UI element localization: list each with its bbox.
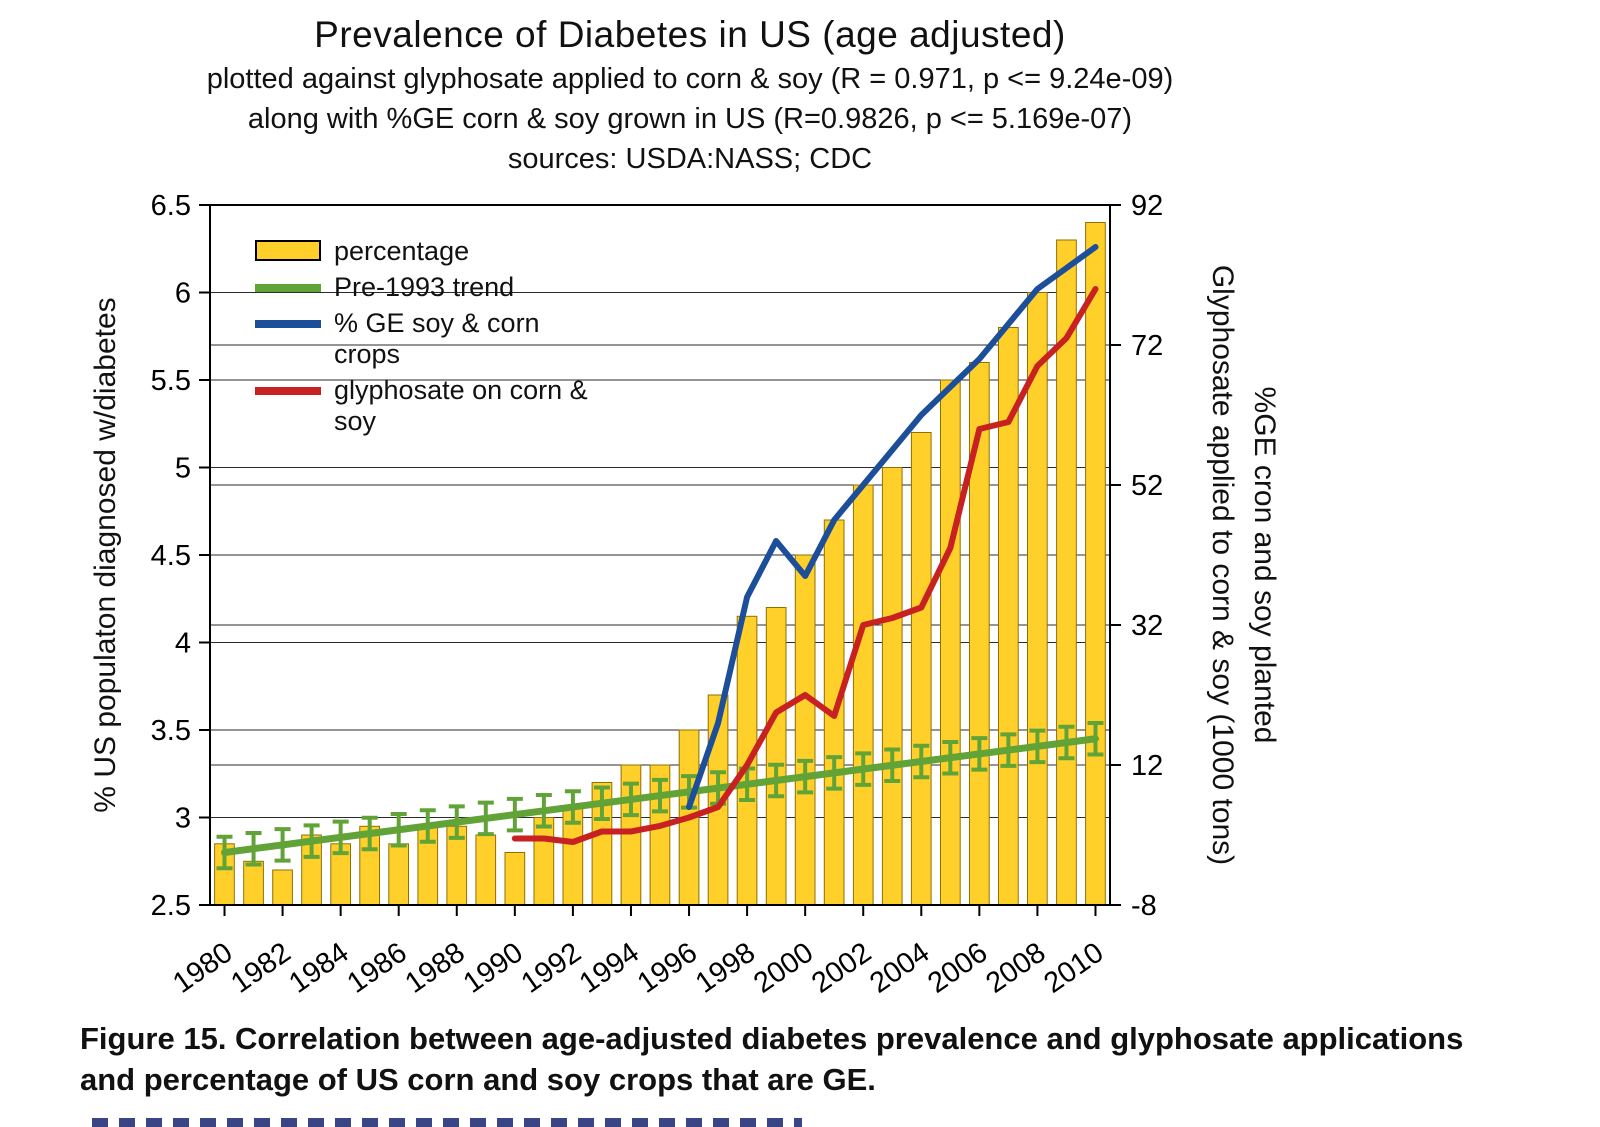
- right-tick-label: -8: [1131, 890, 1157, 922]
- bars-percentage: [214, 222, 1106, 906]
- figure-caption: Figure 15. Correlation between age-adjus…: [80, 1018, 1560, 1100]
- x-tick-label: 1988: [400, 937, 471, 1000]
- left-tick-label: 3: [175, 803, 191, 835]
- chart-titles: Prevalence of Diabetes in US (age adjust…: [40, 14, 1340, 176]
- cropped-bottom-text-remnant: [92, 1118, 802, 1127]
- ge-crops-line: [686, 244, 1099, 810]
- bar-2006: [969, 362, 990, 906]
- bar-1986: [388, 843, 409, 906]
- left-tick-label: 5.5: [151, 365, 191, 397]
- legend-swatch-line: [255, 284, 321, 292]
- x-tick-label: 2010: [1038, 937, 1109, 1000]
- pre-1993-trend: [216, 721, 1104, 871]
- legend-label: glyphosate on corn & soy: [334, 375, 588, 436]
- x-tick-label: 2000: [748, 937, 819, 1000]
- bar-1981: [243, 860, 264, 906]
- legend-item-1: percentage: [255, 236, 592, 267]
- right-tick-label: 72: [1131, 330, 1163, 362]
- x-tick-label: 1982: [225, 937, 296, 1000]
- glyphosate-line: [511, 286, 1099, 845]
- x-tick-label: 1980: [167, 937, 238, 1000]
- left-tick-label: 4.5: [151, 540, 191, 572]
- chart-legend: percentage Pre-1993 trend % GE soy & corn …: [255, 236, 592, 442]
- bar-1990: [504, 852, 526, 906]
- bar-2010: [1085, 222, 1106, 906]
- right-tick-label: 52: [1131, 470, 1163, 502]
- caption-line-1: Figure 15. Correlation between age-adjus…: [80, 1021, 1464, 1056]
- bar-2000: [794, 554, 816, 906]
- left-tick-label: 4: [175, 628, 191, 660]
- legend-label: % GE soy & corn crops: [334, 308, 540, 369]
- chart-subtitle-sources: sources: USDA:NASS; CDC: [507, 143, 873, 175]
- legend-item-2: Pre-1993 trend: [255, 272, 592, 303]
- legend-item-4: glyphosate on corn & soy: [255, 375, 592, 437]
- x-tick-label: 1998: [690, 937, 761, 1000]
- legend-label: percentage: [334, 236, 470, 266]
- x-tick-label: 1994: [574, 937, 645, 1000]
- legend-swatch-line: [255, 387, 321, 395]
- left-tick-label: 6: [175, 278, 191, 310]
- right-tick-label: 12: [1131, 750, 1163, 782]
- bar-1999: [765, 607, 787, 906]
- x-tick-label: 1996: [632, 937, 703, 1000]
- legend-swatch-bar: [255, 240, 321, 261]
- x-tick-label: 1992: [516, 937, 587, 1000]
- bar-1989: [475, 834, 497, 906]
- chart-subtitle-1: plotted against glyphosate applied to co…: [206, 63, 1174, 95]
- x-tick-label: 1990: [458, 937, 529, 1000]
- left-tick-label: 5: [175, 453, 191, 485]
- x-tick-label: 2006: [922, 937, 993, 1000]
- bar-2003: [881, 467, 903, 906]
- legend-swatch-line: [255, 320, 321, 328]
- chart-subtitle-2: along with %GE corn & soy grown in US (R…: [247, 103, 1133, 135]
- bar-2004: [910, 432, 932, 906]
- left-tick-label: 6.5: [151, 190, 191, 222]
- x-tick-label: 1984: [283, 937, 354, 1000]
- bar-1991: [533, 817, 555, 906]
- bar-1982: [272, 869, 293, 906]
- x-tick-label: 2002: [806, 937, 877, 1000]
- left-tick-label: 2.5: [151, 890, 191, 922]
- x-tick-label: 1986: [342, 937, 413, 1000]
- right-tick-label: 32: [1131, 610, 1163, 642]
- left-tick-label: 3.5: [151, 715, 191, 747]
- legend-item-3: % GE soy & corn crops: [255, 308, 592, 370]
- x-tick-label: 2008: [980, 937, 1051, 1000]
- chart-title: Prevalence of Diabetes in US (age adjust…: [314, 14, 1066, 55]
- legend-label: Pre-1993 trend: [334, 272, 515, 302]
- right-tick-label: 92: [1131, 190, 1163, 222]
- bar-2005: [940, 379, 961, 906]
- caption-line-2: and percentage of US corn and soy crops …: [80, 1062, 876, 1097]
- bar-2002: [852, 484, 874, 906]
- x-tick-label: 2004: [864, 937, 935, 1000]
